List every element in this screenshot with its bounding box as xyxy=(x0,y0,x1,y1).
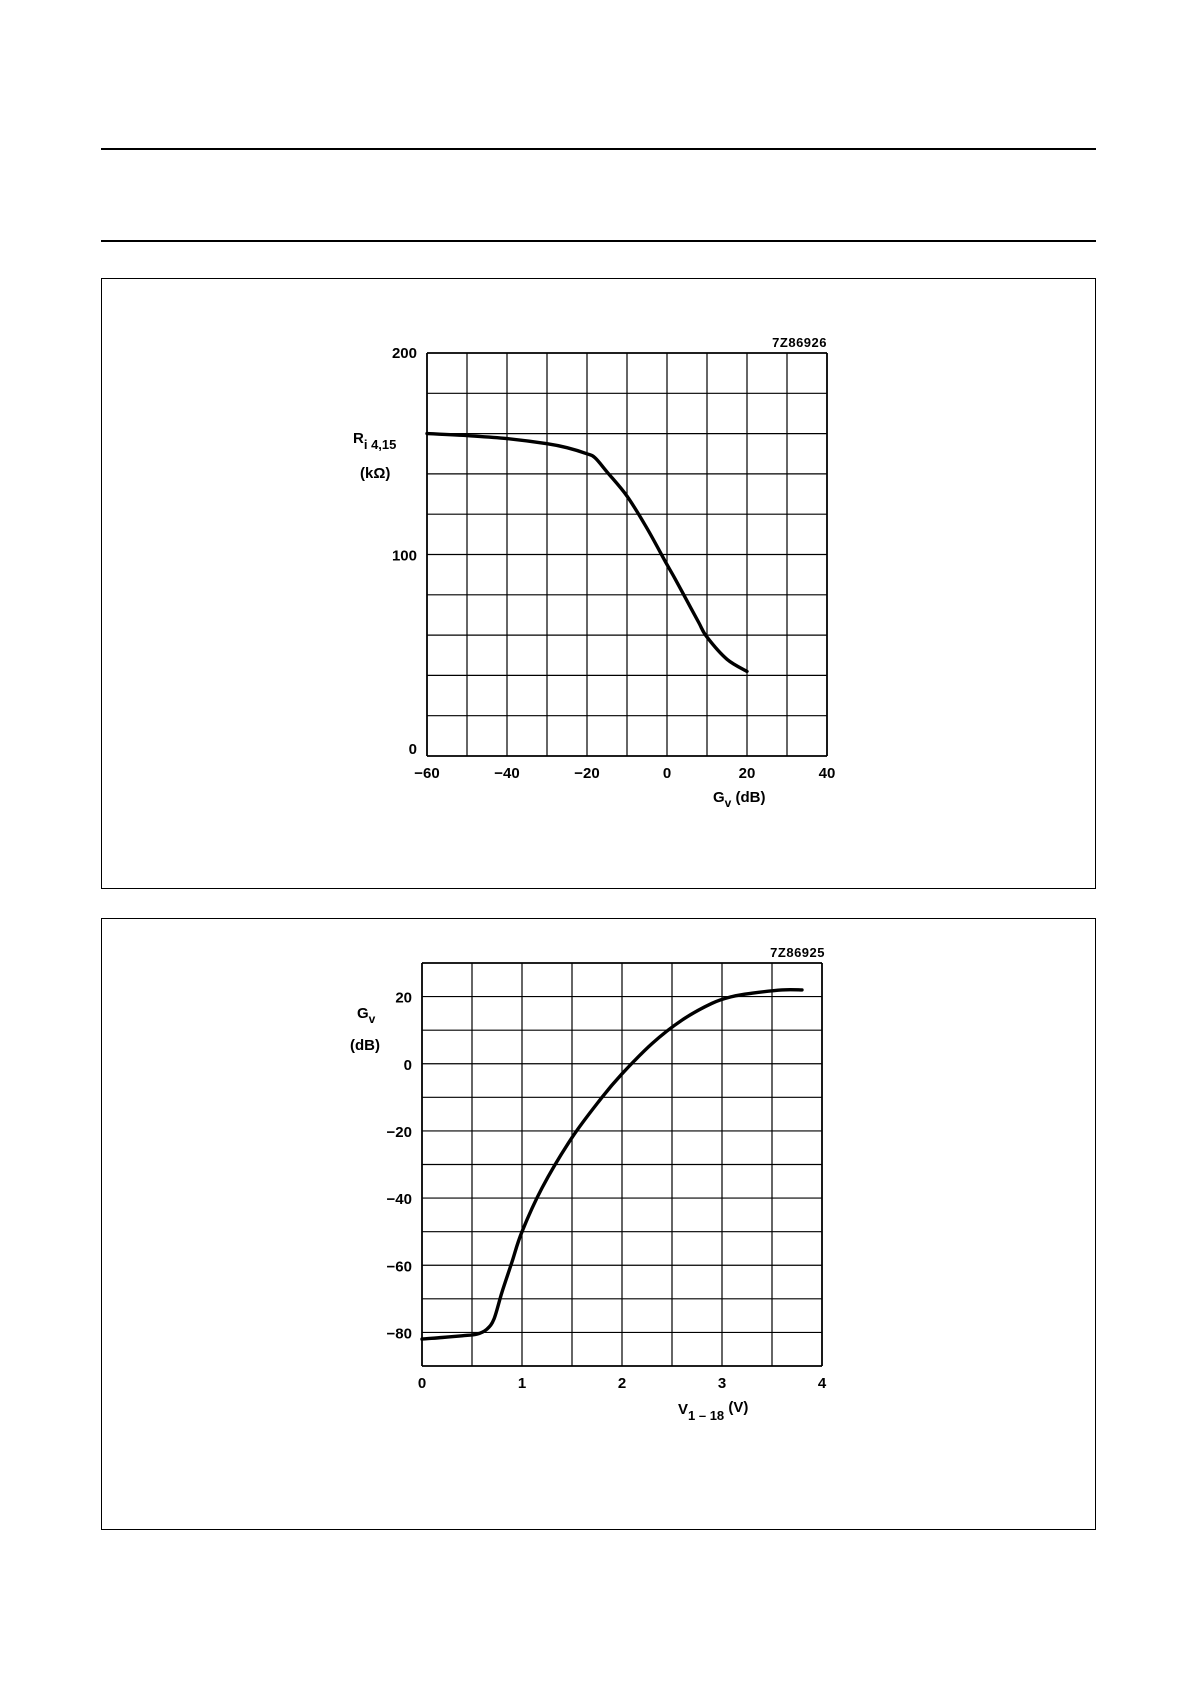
y-axis-label: Ri 4,15 xyxy=(353,430,396,452)
series-line xyxy=(420,987,804,1341)
figure-frame-input-resistance xyxy=(101,278,1096,889)
x-tick-label: −40 xyxy=(494,765,519,782)
x-tick-label: 0 xyxy=(663,765,671,782)
x-tick-label: 2 xyxy=(618,1375,626,1392)
x-tick-label: 4 xyxy=(818,1375,827,1392)
x-axis-label: V1 – 18 (V) xyxy=(678,1399,748,1423)
header-rule-top xyxy=(101,148,1096,150)
series-line xyxy=(425,431,749,674)
x-tick-label: 20 xyxy=(739,765,756,782)
y-tick-label: 0 xyxy=(404,1057,412,1074)
x-tick-label: 1 xyxy=(518,1375,526,1392)
y-tick-label: −40 xyxy=(387,1191,412,1208)
x-axis-label: Gv (dB) xyxy=(713,789,766,810)
y-tick-label: −60 xyxy=(387,1258,412,1275)
x-tick-label: 0 xyxy=(418,1375,426,1392)
x-tick-label: 3 xyxy=(718,1375,726,1392)
y-axis-unit: (kΩ) xyxy=(360,465,390,482)
figure-code: 7Z86926 xyxy=(772,335,827,350)
y-tick-label: −80 xyxy=(387,1325,412,1342)
y-tick-label: 200 xyxy=(392,345,417,362)
x-tick-label: −20 xyxy=(574,765,599,782)
chart-grid xyxy=(426,352,828,757)
figure-code: 7Z86925 xyxy=(770,945,825,960)
x-tick-label: 40 xyxy=(819,765,836,782)
chart-grid xyxy=(421,962,823,1367)
y-tick-label: −20 xyxy=(387,1124,412,1141)
y-axis-unit: (dB) xyxy=(350,1037,380,1054)
header-rule-bottom xyxy=(101,240,1096,242)
figure-frame-gain-control xyxy=(101,918,1096,1530)
y-axis-label: Gv xyxy=(357,1005,376,1026)
y-tick-label: 0 xyxy=(409,741,417,758)
y-tick-label: 100 xyxy=(392,548,417,565)
y-tick-label: 20 xyxy=(395,990,412,1007)
x-tick-label: −60 xyxy=(414,765,439,782)
